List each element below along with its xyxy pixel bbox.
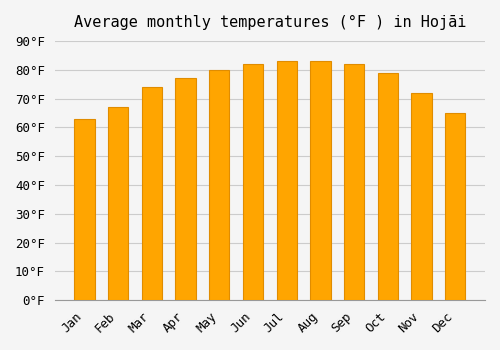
Title: Average monthly temperatures (°F ) in Hojāi: Average monthly temperatures (°F ) in Ho… <box>74 15 466 30</box>
Bar <box>276 61 297 300</box>
Bar <box>176 78 196 300</box>
Bar <box>243 64 263 300</box>
Bar <box>344 64 364 300</box>
Bar <box>412 93 432 300</box>
Bar <box>142 87 162 300</box>
Bar <box>310 61 330 300</box>
Bar <box>378 72 398 300</box>
Bar <box>209 70 230 300</box>
Bar <box>108 107 128 300</box>
Bar <box>445 113 466 300</box>
Bar <box>74 119 94 300</box>
